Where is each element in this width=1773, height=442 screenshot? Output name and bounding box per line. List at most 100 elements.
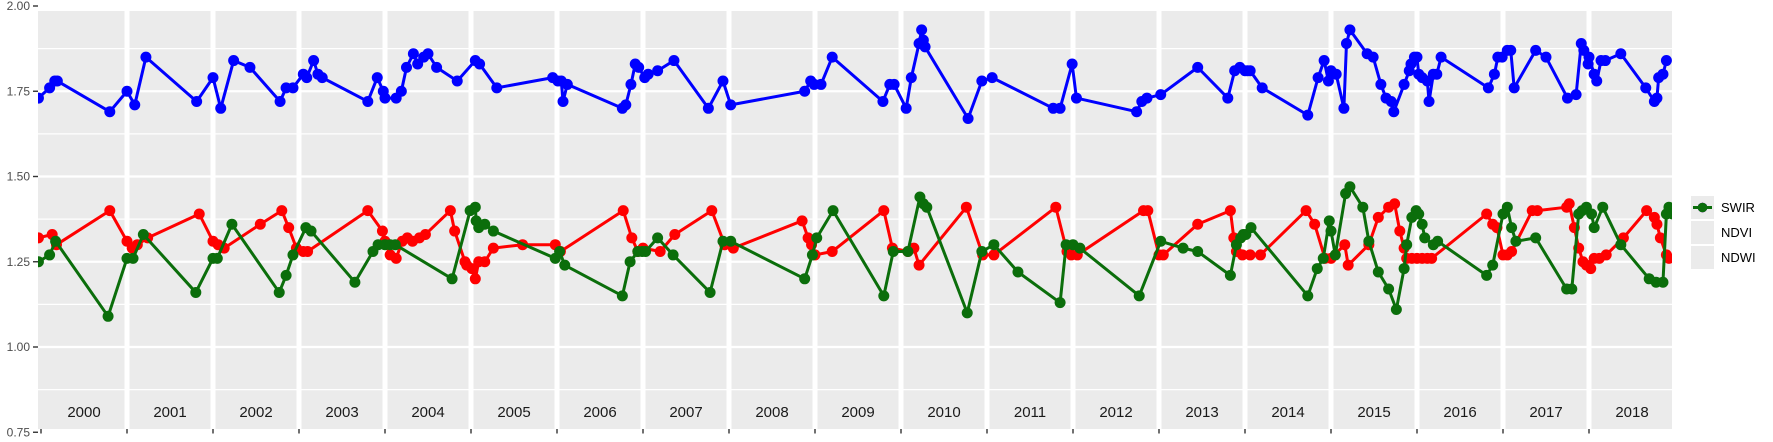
- data-point-ndvi: [1338, 102, 1350, 114]
- data-point-ndvi: [228, 55, 240, 67]
- data-point-ndvi: [561, 78, 573, 90]
- data-point-swir: [878, 205, 890, 217]
- data-point-ndvi: [51, 75, 63, 87]
- data-point-ndwi: [616, 290, 628, 302]
- x-axis-year-label: 2012: [1099, 404, 1132, 421]
- data-point-ndwi: [1311, 263, 1323, 275]
- data-point-swir: [1192, 218, 1204, 230]
- data-point-ndvi: [702, 102, 714, 114]
- x-axis-year-label: 2014: [1271, 404, 1304, 421]
- data-point-ndvi: [1530, 44, 1542, 56]
- data-point-ndvi: [287, 82, 299, 94]
- data-point-swir: [302, 246, 314, 258]
- data-point-ndwi: [1224, 269, 1236, 281]
- data-point-ndvi: [1583, 51, 1595, 63]
- data-point-ndwi: [878, 290, 890, 302]
- legend-label-ndwi: NDWI: [1721, 250, 1756, 265]
- data-point-swir: [466, 263, 478, 275]
- x-axis-year-label: 2011: [1014, 404, 1046, 421]
- data-point-swir: [1157, 249, 1169, 261]
- data-point-swir: [706, 205, 718, 217]
- data-point-ndvi: [1344, 24, 1356, 36]
- data-point-swir: [444, 205, 456, 217]
- data-point-ndvi: [717, 75, 729, 87]
- data-point-ndwi: [44, 249, 56, 261]
- data-point-ndwi: [1133, 290, 1145, 302]
- data-point-swir: [104, 205, 116, 217]
- data-point-ndwi: [961, 307, 973, 319]
- data-point-ndvi: [1312, 72, 1324, 84]
- data-point-ndvi: [642, 68, 654, 80]
- data-point-ndwi: [799, 273, 811, 285]
- data-point-ndwi: [389, 239, 401, 251]
- data-point-ndwi: [1357, 201, 1369, 213]
- data-point-ndwi: [1245, 222, 1257, 234]
- data-point-ndvi: [401, 61, 412, 73]
- legend-label-ndvi: NDVI: [1721, 225, 1753, 240]
- data-point-ndvi: [431, 61, 443, 73]
- data-point-ndwi: [280, 269, 292, 281]
- x-axis-year-label: 2008: [755, 404, 788, 421]
- x-axis-year-label: 2009: [841, 404, 874, 421]
- data-point-ndvi: [1562, 92, 1573, 104]
- data-point-swir: [1389, 198, 1401, 210]
- data-point-ndwi: [725, 235, 737, 247]
- data-point-swir: [1050, 201, 1062, 213]
- data-point-ndwi: [1383, 283, 1395, 295]
- data-point-ndwi: [667, 249, 679, 261]
- data-point-ndvi: [1131, 106, 1143, 118]
- ndwi-legend-key-icon: [1691, 202, 1714, 269]
- data-point-ndwi: [487, 225, 499, 237]
- data-point-swir: [38, 232, 44, 244]
- data-point-ndwi: [1398, 263, 1410, 275]
- data-point-ndvi: [1431, 68, 1443, 80]
- data-point-ndwi: [1390, 303, 1402, 315]
- data-point-ndwi: [479, 218, 491, 230]
- data-point-ndvi: [815, 78, 827, 90]
- data-point-swir: [1254, 249, 1266, 261]
- data-point-ndwi: [1506, 222, 1518, 234]
- data-point-ndvi: [919, 41, 931, 53]
- data-point-ndvi: [1657, 68, 1669, 80]
- data-point-ndwi: [1325, 225, 1337, 237]
- data-point-ndwi: [273, 286, 285, 298]
- data-point-swir: [449, 225, 461, 237]
- data-point-swir: [419, 228, 431, 240]
- data-point-ndwi: [1317, 252, 1329, 264]
- data-point-ndvi: [1411, 51, 1423, 63]
- x-axis-year-label: 2007: [669, 404, 702, 421]
- data-point-ndwi: [1597, 201, 1609, 213]
- data-point-ndvi: [625, 78, 637, 90]
- data-point-ndvi: [407, 48, 419, 60]
- data-point-ndvi: [1570, 89, 1582, 101]
- data-point-ndvi: [916, 24, 928, 36]
- y-axis-tick-label: 1.25: [7, 255, 31, 269]
- data-point-ndvi: [1318, 55, 1330, 67]
- data-point-ndwi: [1481, 269, 1493, 281]
- data-point-swir: [193, 208, 205, 220]
- data-point-ndwi: [38, 256, 44, 268]
- x-axis-year-label: 2016: [1443, 404, 1476, 421]
- data-point-ndvi: [1375, 78, 1387, 90]
- data-point-ndvi: [1222, 92, 1234, 104]
- legend-item-ndvi: NDVI: [1691, 202, 1756, 244]
- data-point-ndvi: [652, 65, 664, 77]
- data-point-swir: [669, 228, 681, 240]
- data-point-swir: [283, 222, 295, 234]
- data-point-ndwi: [1501, 201, 1513, 213]
- data-point-swir: [487, 242, 499, 254]
- data-point-ndvi: [1070, 92, 1082, 104]
- data-point-swir: [654, 246, 666, 258]
- data-point-ndwi: [554, 246, 566, 258]
- data-point-swir: [1394, 225, 1406, 237]
- data-point-swir: [1481, 208, 1493, 220]
- x-axis-year-label: 2015: [1357, 404, 1390, 421]
- legend-key-glyph: [1693, 202, 1712, 213]
- data-point-ndvi: [1141, 92, 1153, 104]
- data-point-swir: [276, 205, 288, 217]
- x-axis-year-label: 2000: [67, 404, 100, 421]
- data-point-ndwi: [1012, 266, 1024, 278]
- legend: SWIR NDVI NDWI: [1691, 196, 1756, 269]
